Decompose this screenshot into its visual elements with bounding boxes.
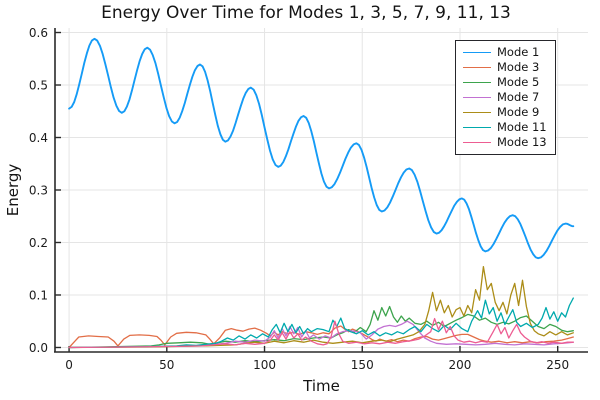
series-line-mode-5 <box>68 305 574 349</box>
legend-line-sample <box>463 112 491 113</box>
legend-item-mode-7: Mode 7 <box>463 90 547 105</box>
legend-item-mode-9: Mode 9 <box>463 105 547 120</box>
y-tick-label: 0.1 <box>29 288 48 302</box>
y-tick-label: 0.6 <box>29 26 48 40</box>
y-tick-label: 0.0 <box>29 341 48 355</box>
legend-line-sample <box>463 127 491 128</box>
legend-item-mode-1: Mode 1 <box>463 45 547 60</box>
x-tick-label: 250 <box>546 358 569 372</box>
y-tick-label: 0.2 <box>29 236 48 250</box>
legend-item-mode-3: Mode 3 <box>463 60 547 75</box>
legend-line-sample <box>463 142 491 143</box>
series-line-mode-7 <box>68 320 574 349</box>
series-line-mode-11 <box>68 297 574 349</box>
legend-label: Mode 11 <box>497 120 547 134</box>
x-axis-label: Time <box>303 377 340 395</box>
x-tick-label: 100 <box>253 358 276 372</box>
y-axis-label: Energy <box>4 163 22 217</box>
legend-line-sample <box>463 67 491 68</box>
legend-label: Mode 9 <box>497 105 540 119</box>
chart-title: Energy Over Time for Modes 1, 3, 5, 7, 9… <box>101 3 511 23</box>
legend-label: Mode 7 <box>497 90 540 104</box>
y-tick-label: 0.5 <box>29 79 48 93</box>
legend-label: Mode 5 <box>497 75 540 89</box>
x-tick-label: 150 <box>351 358 374 372</box>
x-tick-label: 50 <box>159 358 174 372</box>
legend-item-mode-13: Mode 13 <box>463 135 547 150</box>
legend-item-mode-11: Mode 11 <box>463 120 547 135</box>
series-line-mode-1 <box>68 37 575 260</box>
series-line-mode-13 <box>68 317 574 349</box>
legend-line-sample <box>463 97 491 98</box>
legend-label: Mode 13 <box>497 135 547 149</box>
legend-item-mode-5: Mode 5 <box>463 75 547 90</box>
series-line-mode-9 <box>68 265 574 349</box>
y-tick-label: 0.4 <box>29 131 48 145</box>
x-tick-label: 0 <box>65 358 73 372</box>
y-tick-label: 0.3 <box>29 184 48 198</box>
legend-line-sample <box>463 52 491 53</box>
legend-line-sample <box>463 82 491 83</box>
legend-label: Mode 3 <box>497 60 540 74</box>
legend-label: Mode 1 <box>497 45 540 59</box>
legend: Mode 1 Mode 3 Mode 5 Mode 7 Mode 9 Mode 11 Mod… <box>455 40 556 155</box>
x-tick-label: 200 <box>449 358 472 372</box>
